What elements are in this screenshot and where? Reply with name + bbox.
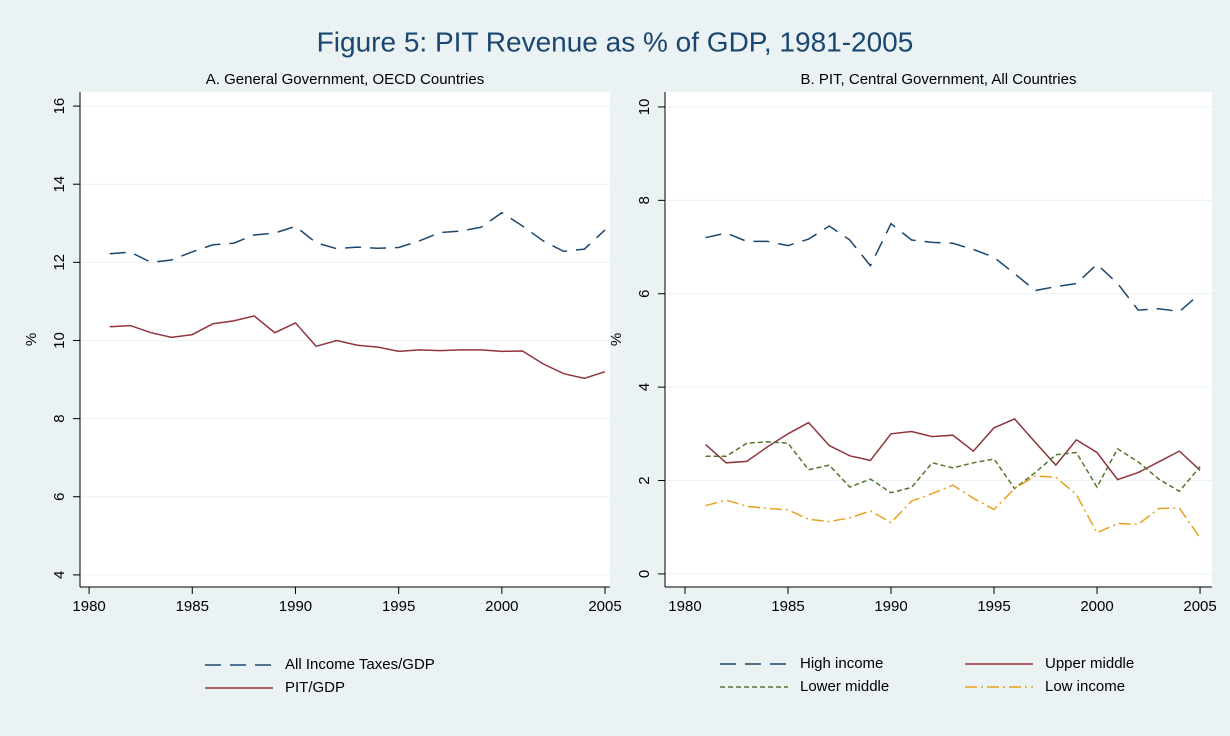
data-line bbox=[109, 315, 606, 380]
y-tick-label: 8 bbox=[636, 196, 653, 204]
y-tick-label: 16 bbox=[51, 98, 68, 115]
legend-label: All Income Taxes/GDP bbox=[285, 656, 435, 673]
y-tick-label: 10 bbox=[636, 99, 653, 116]
legend-label: PIT/GDP bbox=[285, 679, 345, 696]
panel-title: A. General Government, OECD Countries bbox=[206, 71, 484, 88]
legend-label: High income bbox=[800, 655, 883, 672]
y-tick-label: 10 bbox=[51, 332, 68, 349]
data-line bbox=[705, 417, 1201, 481]
x-tick-label: 1985 bbox=[771, 598, 804, 615]
figure-title: Figure 5: PIT Revenue as % of GDP, 1981-… bbox=[317, 26, 914, 57]
y-tick-label: 12 bbox=[51, 254, 68, 271]
x-tick-label: 2005 bbox=[1183, 598, 1216, 615]
y-axis-label: % bbox=[608, 333, 625, 346]
x-tick-label: 1990 bbox=[279, 598, 312, 615]
x-tick-label: 1980 bbox=[668, 598, 701, 615]
data-line bbox=[705, 222, 1201, 313]
x-tick-label: 2000 bbox=[485, 598, 518, 615]
legend-label: Low income bbox=[1045, 678, 1125, 695]
legend-label: Lower middle bbox=[800, 678, 889, 695]
data-line bbox=[705, 475, 1201, 539]
x-tick-label: 1985 bbox=[176, 598, 209, 615]
y-tick-label: 8 bbox=[51, 414, 68, 422]
y-tick-label: 4 bbox=[636, 383, 653, 391]
y-tick-label: 0 bbox=[636, 570, 653, 578]
y-tick-label: 14 bbox=[51, 176, 68, 193]
y-axis-label: % bbox=[23, 333, 40, 346]
data-line bbox=[705, 441, 1201, 494]
y-tick-label: 6 bbox=[51, 493, 68, 501]
panel-title: B. PIT, Central Government, All Countrie… bbox=[801, 71, 1077, 88]
y-tick-label: 6 bbox=[636, 290, 653, 298]
x-tick-label: 2005 bbox=[588, 598, 621, 615]
y-tick-label: 4 bbox=[51, 571, 68, 579]
plot-area bbox=[665, 92, 1212, 587]
plot-area bbox=[80, 92, 610, 587]
y-tick-label: 2 bbox=[636, 476, 653, 484]
data-line bbox=[109, 211, 606, 264]
x-tick-label: 1990 bbox=[874, 598, 907, 615]
legend-label: Upper middle bbox=[1045, 655, 1134, 672]
x-tick-label: 1995 bbox=[382, 598, 415, 615]
x-tick-label: 2000 bbox=[1080, 598, 1113, 615]
x-tick-label: 1995 bbox=[977, 598, 1010, 615]
x-tick-label: 1980 bbox=[72, 598, 105, 615]
